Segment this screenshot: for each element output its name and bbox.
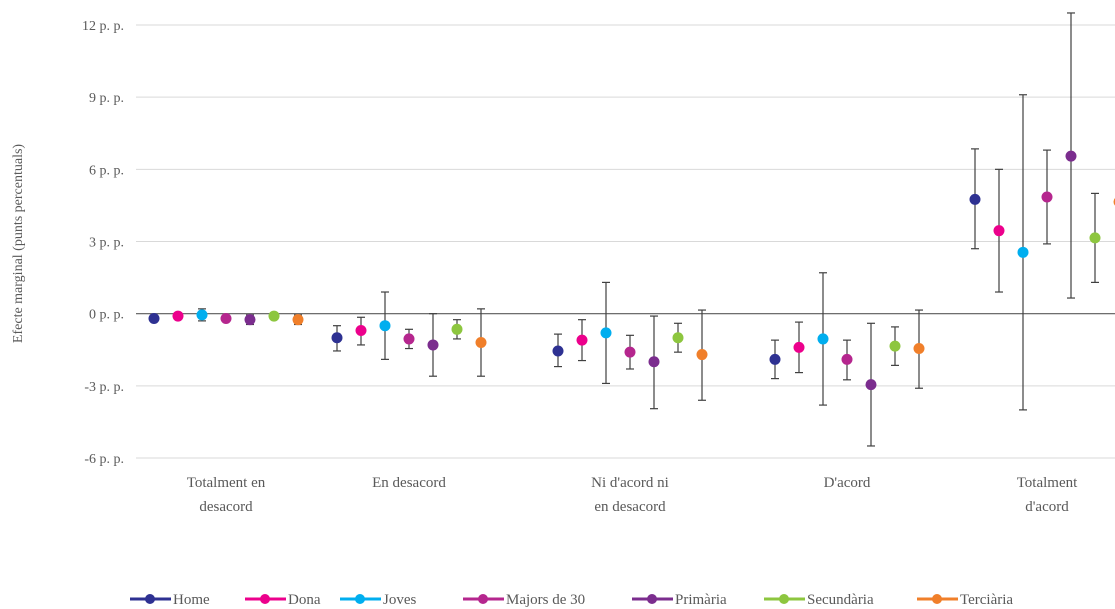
data-point <box>244 314 256 326</box>
legend-item: Home <box>130 592 210 608</box>
legend-swatch-marker <box>647 594 657 604</box>
data-point <box>1017 246 1029 258</box>
data-point <box>889 340 901 352</box>
y-tick-label: -6 p. p. <box>84 452 124 467</box>
legend-swatch-marker <box>779 594 789 604</box>
y-tick-label: -3 p. p. <box>84 380 124 395</box>
x-category-label: Totalment <box>1017 475 1078 491</box>
x-category-labels: Totalment en desacord En desacord Ni d'acor… <box>187 475 1078 515</box>
data-point <box>993 225 1005 237</box>
legend-label: Majors de 30 <box>506 592 585 608</box>
data-point <box>451 323 463 335</box>
legend-label: Secundària <box>807 592 874 608</box>
error-bars <box>198 12 1099 447</box>
y-tick-labels: 12 p. p. 9 p. p. 6 p. p. 3 p. p. 0 p. p. -3 p… <box>82 19 124 467</box>
legend-swatch-marker <box>478 594 488 604</box>
legend-swatch-marker <box>932 594 942 604</box>
data-point <box>196 309 208 321</box>
data-point <box>1065 150 1077 162</box>
legend-label: Dona <box>288 592 321 608</box>
legend-item: Dona <box>245 592 321 608</box>
data-point <box>769 353 781 365</box>
legend-swatch-marker <box>355 594 365 604</box>
data-point <box>427 339 439 351</box>
legend-item: Primària <box>632 592 727 608</box>
data-point <box>268 310 280 322</box>
gridlines <box>136 24 1115 459</box>
data-point <box>817 333 829 345</box>
legend-label: Terciària <box>960 592 1013 608</box>
data-point <box>576 334 588 346</box>
data-point <box>355 325 367 337</box>
x-category-label: Totalment en <box>187 475 266 491</box>
data-point <box>172 310 184 322</box>
data-point <box>148 312 160 324</box>
data-point <box>552 345 564 357</box>
x-category-label: en desacord <box>594 499 666 515</box>
data-point <box>331 332 343 344</box>
data-point <box>600 327 612 339</box>
legend-swatch-marker <box>260 594 270 604</box>
legend-item: Majors de 30 <box>463 592 585 608</box>
x-category-label: desacord <box>199 499 253 515</box>
data-point <box>292 314 304 326</box>
legend-label: Joves <box>383 592 416 608</box>
data-point <box>913 343 925 355</box>
y-tick-label: 6 p. p. <box>89 163 124 178</box>
data-point <box>672 332 684 344</box>
data-point <box>1089 232 1101 244</box>
legend-label: Primària <box>675 592 727 608</box>
data-point <box>220 312 232 324</box>
y-tick-label: 9 p. p. <box>89 91 124 106</box>
legend: Home Dona Joves Majors de 30 Primària Secundà… <box>130 592 1013 608</box>
y-tick-label: 12 p. p. <box>82 19 124 34</box>
x-category-label: d'acord <box>1025 499 1069 515</box>
legend-item: Terciària <box>917 592 1013 608</box>
data-point <box>696 349 708 361</box>
x-category-label: D'acord <box>824 475 871 491</box>
data-point <box>1041 191 1053 203</box>
data-point <box>379 320 391 332</box>
data-point <box>793 341 805 353</box>
data-point <box>403 333 415 345</box>
y-tick-label: 3 p. p. <box>89 236 124 251</box>
data-point <box>624 346 636 358</box>
data-point <box>969 193 981 205</box>
y-axis-title: Efecte marginal (punts percentuals) <box>11 144 26 343</box>
x-category-label: Ni d'acord ni <box>591 475 669 491</box>
legend-item: Secundària <box>764 592 874 608</box>
data-point <box>475 337 487 349</box>
legend-swatch-marker <box>145 594 155 604</box>
data-points <box>148 150 1115 391</box>
y-tick-label: 0 p. p. <box>89 308 124 323</box>
data-point <box>865 379 877 391</box>
data-point <box>648 356 660 368</box>
legend-label: Home <box>173 592 210 608</box>
legend-item: Joves <box>340 592 416 608</box>
data-point <box>841 353 853 365</box>
x-category-label: En desacord <box>372 475 446 491</box>
